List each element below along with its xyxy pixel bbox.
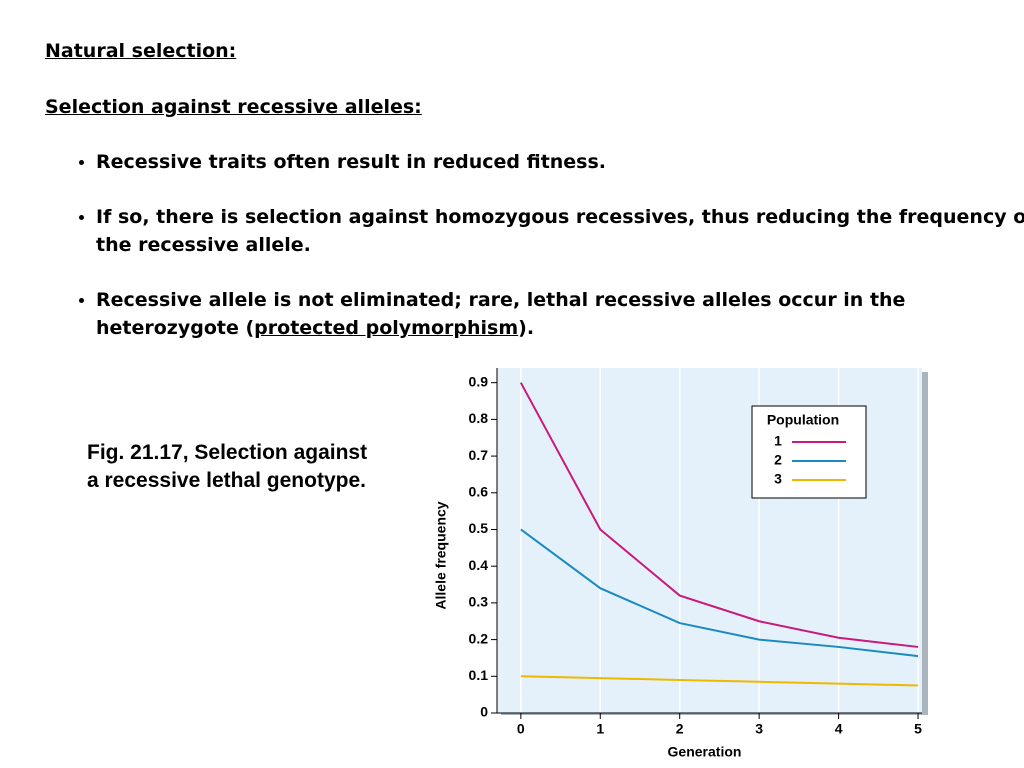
legend-title: Population (767, 412, 839, 428)
y-tick-label: 0.6 (469, 483, 489, 499)
legend-label: 3 (774, 471, 782, 487)
bullet: Recessive traits often result in reduced… (96, 148, 1024, 176)
bullet-text: If so, there is selection against homozy… (96, 206, 1024, 256)
underlined-term: protected polymorphism (254, 317, 519, 339)
caption: Fig. 21.17, Selection against a recessiv… (87, 441, 368, 492)
x-tick-label: 1 (596, 721, 604, 737)
bullet-text: Recessive allele is not eliminated; rare… (96, 289, 906, 339)
series-line (519, 382, 919, 648)
y-axis-label: Allele frequency (433, 501, 449, 609)
y-tick-label: 0.1 (469, 667, 489, 683)
subheading: Selection against recessive alleles: (45, 96, 422, 118)
x-tick-label: 2 (676, 721, 684, 737)
series-line (520, 528, 919, 658)
bullet: If so, there is selection against homozy… (96, 203, 1024, 259)
y-tick-label: 0.9 (469, 373, 489, 389)
y-tick-label: 0.4 (469, 557, 489, 573)
heading: Natural selection: (45, 40, 237, 62)
legend-label: 2 (774, 452, 782, 468)
legend-label: 1 (774, 433, 782, 449)
y-tick-label: 0.8 (469, 410, 489, 426)
y-tick-label: 0.5 (469, 520, 489, 536)
x-tick-label: 0 (517, 721, 525, 737)
legend-box (751, 405, 867, 499)
bullet-text: ). (518, 317, 535, 339)
series-line (520, 675, 919, 687)
x-axis-label: Generation (668, 744, 742, 760)
bullet: Recessive allele is not eliminated; rare… (96, 286, 1024, 342)
bullet-list: Recessive traits often result in reduced… (45, 148, 1024, 369)
x-tick-label: 4 (835, 721, 843, 737)
y-tick-label: 0 (480, 704, 488, 720)
x-tick-label: 3 (755, 721, 763, 737)
y-tick-label: 0.2 (469, 630, 489, 646)
bullet-text: Recessive traits often result in reduced… (96, 151, 607, 173)
y-tick-label: 0.7 (469, 447, 489, 463)
y-tick-label: 0.3 (469, 594, 489, 610)
x-tick-label: 5 (914, 721, 922, 737)
